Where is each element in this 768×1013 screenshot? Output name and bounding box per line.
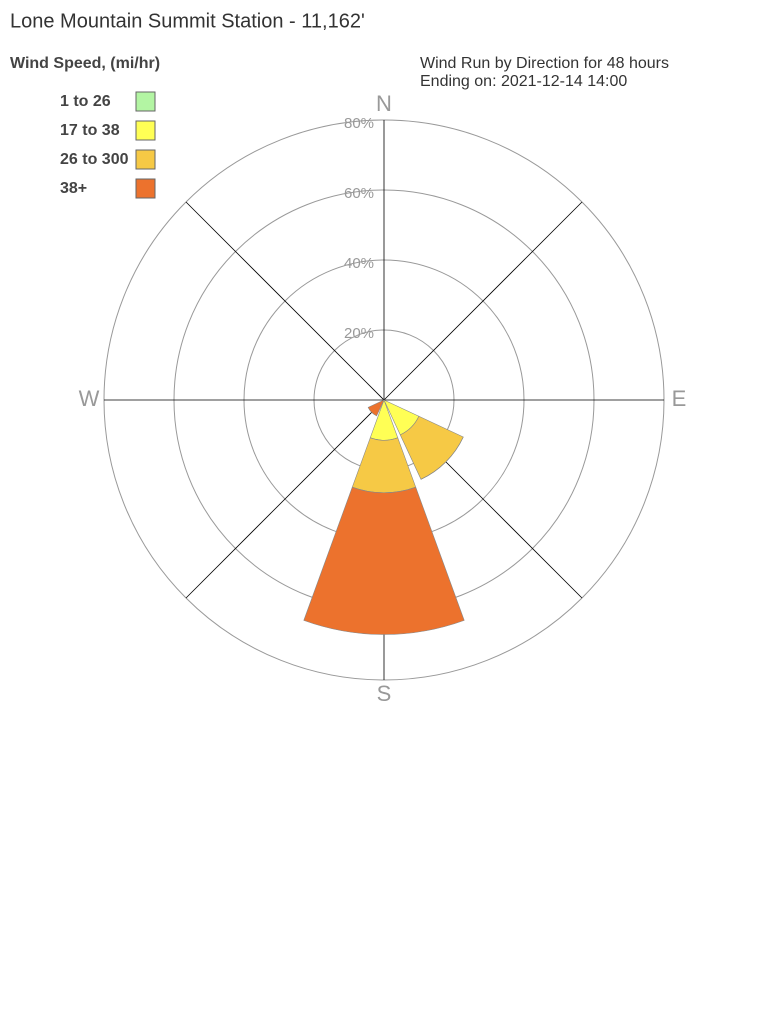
legend-swatch	[135, 120, 156, 141]
ring-label: 20%	[344, 325, 374, 342]
subtitle: Ending on: 2021-12-14 14:00	[420, 73, 627, 90]
ring-label: 40%	[344, 255, 374, 272]
wind-segment	[367, 399, 385, 417]
ring-label: 80%	[344, 115, 374, 132]
legend-title: Wind Speed, (mi/hr)	[10, 55, 160, 72]
spoke	[185, 399, 385, 599]
legend-swatch	[135, 91, 156, 112]
wind-segment	[303, 486, 465, 635]
subtitle: Wind Run by Direction for 48 hours	[420, 55, 669, 72]
legend-label: 38+	[60, 180, 87, 197]
spoke	[383, 201, 583, 401]
legend-label: 26 to 300	[60, 151, 129, 168]
direction-label: E	[672, 386, 687, 411]
spoke	[185, 201, 385, 401]
direction-label: N	[376, 91, 392, 116]
legend-label: 1 to 26	[60, 93, 111, 110]
direction-label: W	[79, 386, 100, 411]
chart-title: Lone Mountain Summit Station - 11,162'	[10, 10, 365, 32]
direction-label: S	[377, 681, 392, 706]
legend-label: 17 to 38	[60, 122, 120, 139]
legend-swatch	[135, 149, 156, 170]
ring-label: 60%	[344, 185, 374, 202]
legend-swatch	[135, 178, 156, 199]
